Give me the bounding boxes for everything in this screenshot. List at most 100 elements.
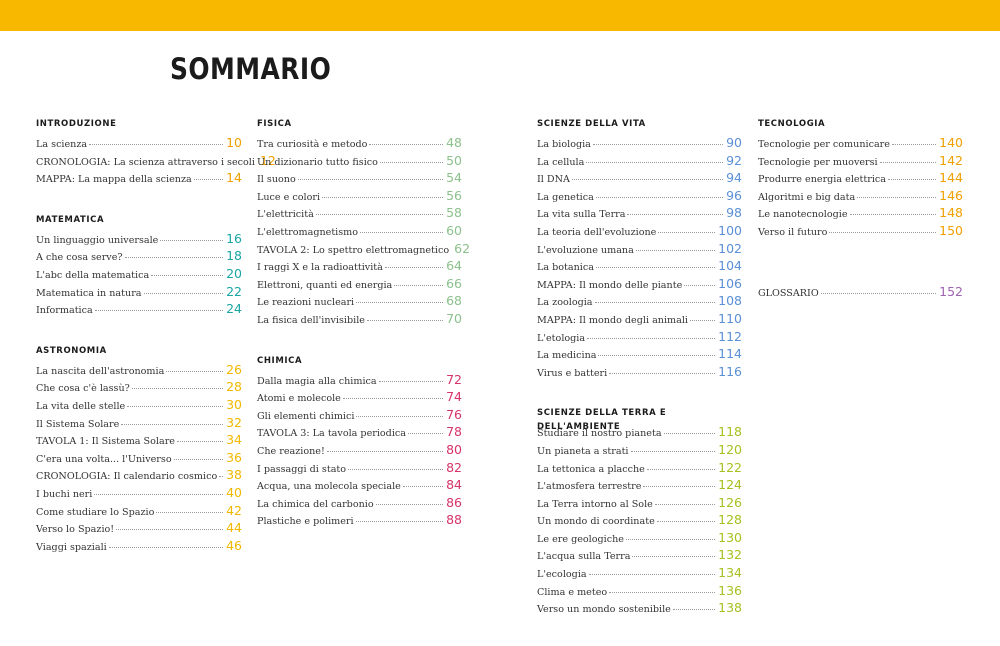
top-color-bar [0,0,1000,31]
toc-entry[interactable]: Le reazioni nucleari 68 [257,292,462,310]
toc-entry[interactable]: L'acqua sulla Terra 132 [537,546,742,564]
toc-entry[interactable]: L'elettromagnetismo 60 [257,222,462,240]
dot-leader [663,433,716,435]
entry-label: La teoria dell'evoluzione [537,226,657,238]
toc-entry[interactable]: La teoria dell'evoluzione 100 [537,222,742,240]
dot-leader [857,196,937,198]
toc-entry[interactable]: C'era una volta... l'Universo 36 [36,449,242,467]
entry-label: Informatica [36,305,93,317]
dot-leader [609,591,716,593]
toc-entry[interactable]: Luce e colori 56 [257,187,462,205]
toc-entry[interactable]: Il DNA 94 [537,169,742,187]
entry-label: La chimica del carbonio [257,498,374,510]
toc-entry[interactable]: Clima e meteo 136 [537,582,742,600]
toc-entry[interactable]: Tecnologie per comunicare 140 [758,134,963,152]
toc-entry[interactable]: La fisica dell'invisibile 70 [257,310,462,328]
toc-entry[interactable]: Viaggi spaziali 46 [36,537,242,555]
dot-leader [588,574,716,576]
page-number: 146 [939,187,963,203]
entry-label: Verso il futuro [758,226,828,238]
entry-label: Atomi e molecole [257,393,341,405]
toc-entry[interactable]: I raggi X e la radioattività 64 [257,257,462,275]
toc-entry[interactable]: La scienza 10 [36,134,242,152]
toc-entry[interactable]: La nascita dell'astronomia 26 [36,361,242,379]
toc-entry[interactable]: Che reazione! 80 [257,441,462,459]
toc-entry[interactable]: MAPPA: Il mondo delle piante 106 [537,275,742,293]
toc-entry[interactable]: TAVOLA 3: La tavola periodica 78 [257,423,462,441]
toc-entry[interactable]: Che cosa c'è lassù? 28 [36,378,242,396]
toc-entry[interactable]: Le ere geologiche 130 [537,529,742,547]
dot-leader [609,372,716,374]
dot-leader [379,161,444,163]
entry-label: La zoologia [537,297,593,309]
toc-entry[interactable]: L'abc della matematica 20 [36,265,242,283]
toc-entry[interactable]: Atomi e molecole 74 [257,388,462,406]
toc-entry[interactable]: La vita sulla Terra 98 [537,204,742,222]
toc-entry[interactable]: Verso il futuro 150 [758,222,963,240]
entry-label: Le reazioni nucleari [257,297,355,309]
page-title: SOMMARIO [170,52,332,86]
toc-entry[interactable]: Produrre energia elettrica 144 [758,169,963,187]
dot-leader [315,214,444,216]
toc-entry[interactable]: L'atmosfera terrestre 124 [537,476,742,494]
toc-entry[interactable]: La zoologia 108 [537,292,742,310]
toc-entry[interactable]: Un pianeta a strati 120 [537,441,742,459]
toc-entry[interactable]: Gli elementi chimici 76 [257,406,462,424]
toc-entry[interactable]: Tra curiosità e metodo 48 [257,134,462,152]
toc-section: ASTRONOMIA La nascita dell'astronomia 26 Ch… [36,344,242,555]
toc-entry[interactable]: Verso lo Spazio! 44 [36,519,242,537]
toc-entry[interactable]: Come studiare lo Spazio 42 [36,502,242,520]
toc-entry[interactable]: A che cosa serve? 18 [36,247,242,265]
toc-entry[interactable]: L'evoluzione umana 102 [537,240,742,258]
toc-entry[interactable]: MAPPA: La mappa della scienza 14 [36,169,242,187]
toc-entry[interactable]: La medicina 114 [537,345,742,363]
toc-entry[interactable]: La chimica del carbonio 86 [257,494,462,512]
toc-entry[interactable]: Il suono 54 [257,169,462,187]
entry-label: L'evoluzione umana [537,244,634,256]
entry-label: Produrre energia elettrica [758,174,887,186]
toc-entry[interactable]: Le nanotecnologie 148 [758,204,963,222]
toc-entry[interactable]: Tecnologie per muoversi 142 [758,152,963,170]
toc-entry[interactable]: Un linguaggio universale 16 [36,230,242,248]
toc-entry[interactable]: I buchi neri 40 [36,484,242,502]
toc-entry[interactable]: Elettroni, quanti ed energia 66 [257,275,462,293]
toc-entry[interactable]: La botanica 104 [537,257,742,275]
toc-entry[interactable]: L'elettricità 58 [257,204,462,222]
toc-entry[interactable]: MAPPA: Il mondo degli animali 110 [537,310,742,328]
toc-entry[interactable]: Studiare il nostro pianeta 118 [537,423,742,441]
toc-entry[interactable]: TAVOLA 1: Il Sistema Solare 34 [36,431,242,449]
toc-entry[interactable]: CRONOLOGIA: Il calendario cosmico 38 [36,466,242,484]
toc-entry[interactable]: Il Sistema Solare 32 [36,414,242,432]
toc-entry[interactable]: Virus e batteri 116 [537,363,742,381]
toc-entry[interactable]: CRONOLOGIA: La scienza attraverso i seco… [36,152,276,170]
dot-leader [116,529,224,531]
dot-leader [219,476,224,478]
page-number: 150 [939,222,963,238]
toc-entry[interactable]: Algoritmi e big data 146 [758,187,963,205]
toc-entry[interactable]: Acqua, una molecola speciale 84 [257,476,462,494]
entry-label: L'etologia [537,332,586,344]
toc-entry[interactable]: L'ecologia 134 [537,564,742,582]
toc-entry[interactable]: Un dizionario tutto fisico 50 [257,152,462,170]
toc-entry[interactable]: Plastiche e polimeri 88 [257,511,462,529]
toc-entry[interactable]: I passaggi di stato 82 [257,459,462,477]
toc-entry[interactable]: Informatica 24 [36,300,242,318]
dot-leader [356,415,444,417]
toc-entry[interactable]: Verso un mondo sostenibile 138 [537,599,742,617]
toc-entry[interactable]: La biologia 90 [537,134,742,152]
toc-entry[interactable]: Dalla magia alla chimica 72 [257,371,462,389]
toc-entry[interactable]: Un mondo di coordinate 128 [537,511,742,529]
toc-entry[interactable]: L'etologia 112 [537,328,742,346]
dot-leader [407,433,444,435]
toc-entry[interactable]: La vita delle stelle 30 [36,396,242,414]
toc-entry[interactable]: GLOSSARIO 152 [758,283,963,301]
page-number: 64 [446,258,462,274]
toc-entry[interactable]: La tettonica a placche 122 [537,459,742,477]
toc-entry[interactable]: La cellula 92 [537,152,742,170]
toc-entry[interactable]: Matematica in natura 22 [36,283,242,301]
toc-entry[interactable]: La Terra intorno al Sole 126 [537,494,742,512]
dot-leader [384,267,444,269]
toc-entry[interactable]: La genetica 96 [537,187,742,205]
toc-entry[interactable]: TAVOLA 2: Lo spettro elettromagnetico 62 [257,240,470,258]
dot-leader [127,405,224,407]
